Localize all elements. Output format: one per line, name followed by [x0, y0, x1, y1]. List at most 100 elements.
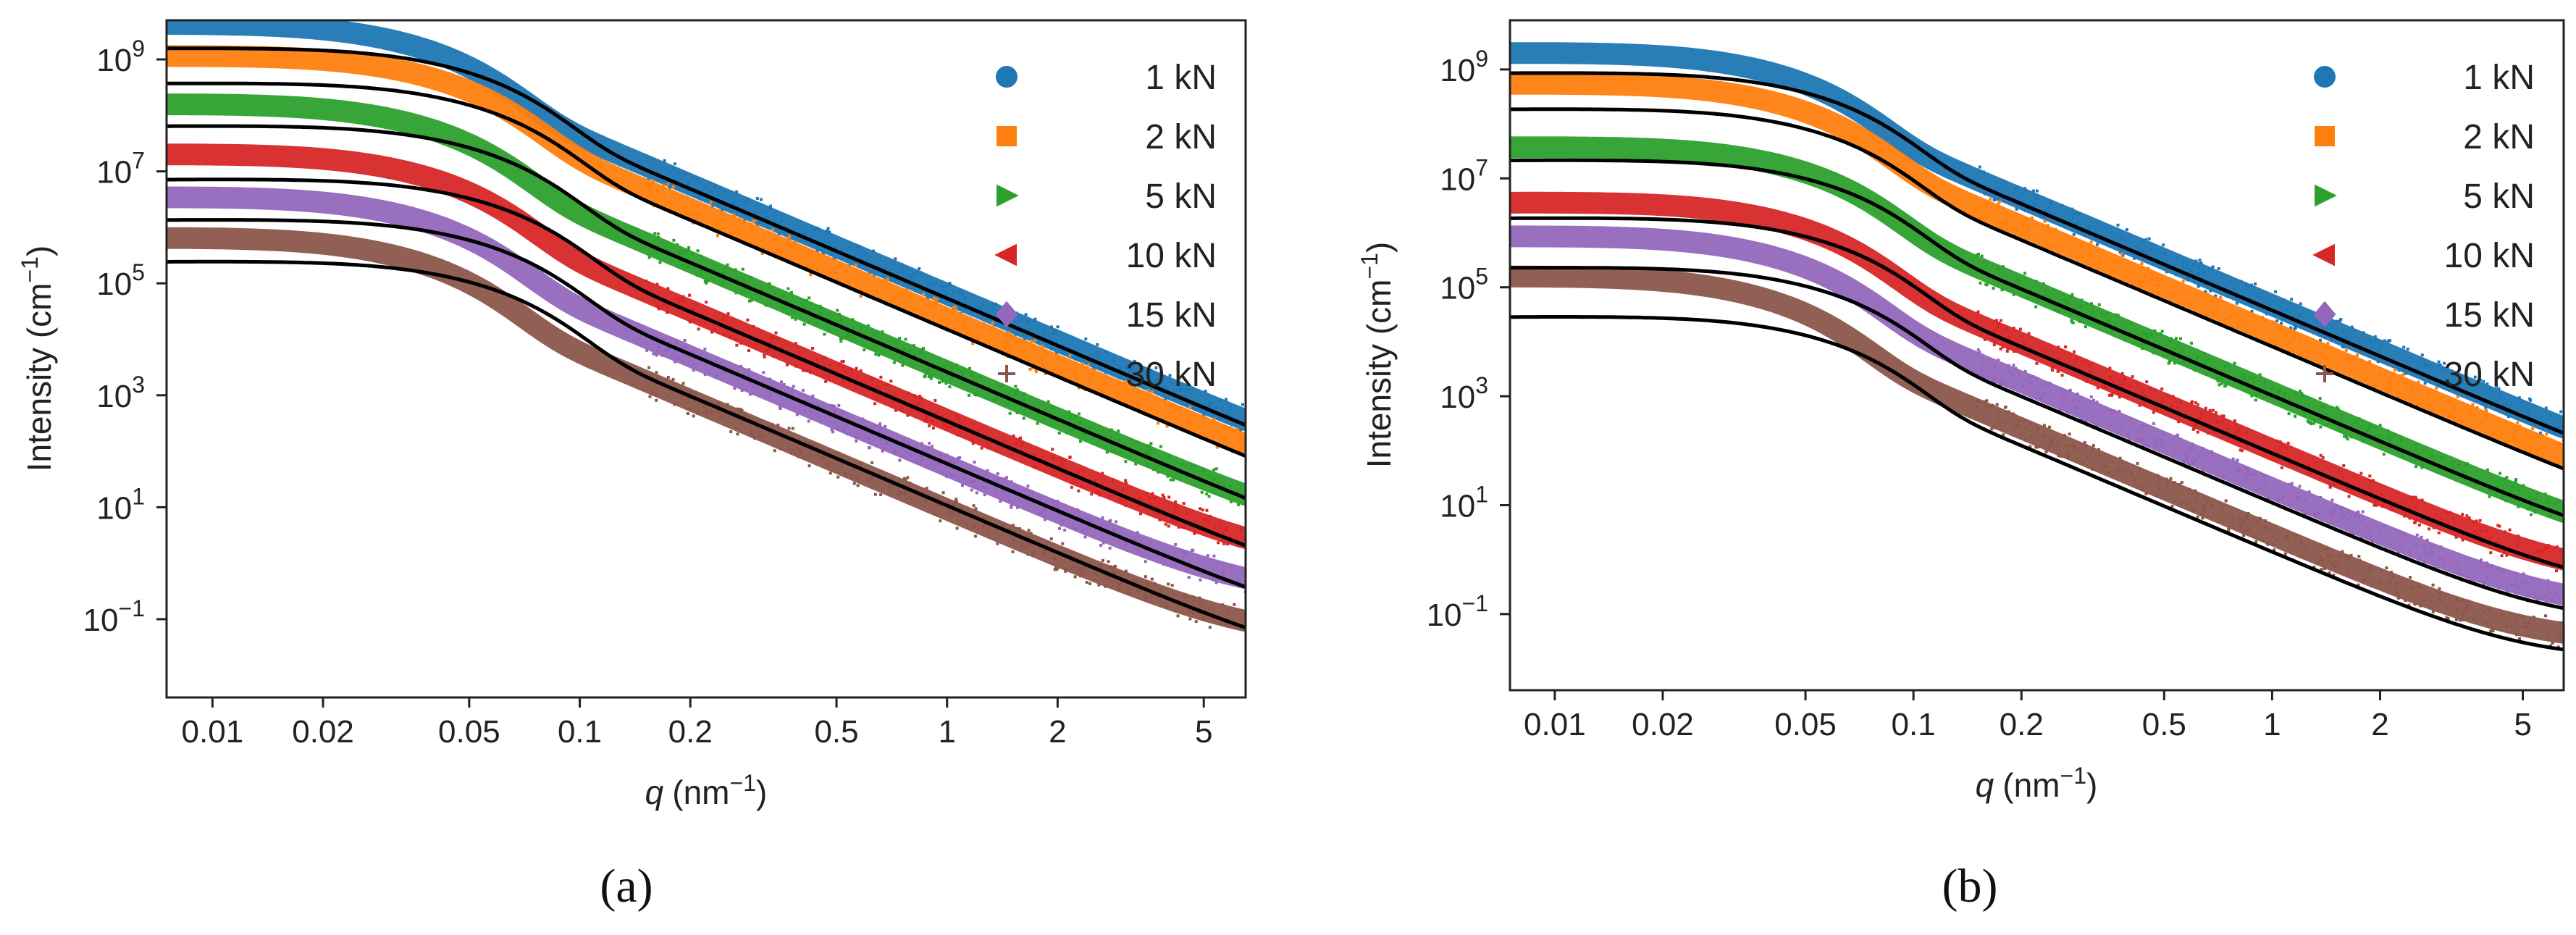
data-point [782, 383, 786, 386]
data-point [2530, 513, 2533, 516]
data-point [2402, 345, 2406, 349]
data-point [2432, 526, 2436, 529]
data-point [2355, 569, 2359, 572]
data-point [2328, 482, 2332, 486]
data-point [794, 240, 797, 244]
data-point [749, 432, 752, 435]
data-point [2189, 447, 2193, 450]
data-point [945, 426, 949, 429]
data-point [663, 303, 666, 306]
data-point [994, 397, 997, 401]
data-point [1104, 371, 1107, 374]
data-point [2189, 448, 2192, 452]
legend-label: 5 kN [1145, 177, 1217, 216]
data-point [2485, 621, 2488, 625]
data-point [2385, 566, 2388, 570]
data-point [1979, 201, 1983, 205]
data-point [2516, 421, 2520, 424]
data-point [2289, 326, 2293, 330]
data-point [2108, 366, 2112, 370]
data-point [1007, 343, 1010, 347]
data-point [2078, 319, 2081, 323]
data-point [897, 492, 900, 496]
data-point [2440, 367, 2443, 371]
data-point [2028, 375, 2031, 379]
data-point [940, 470, 944, 474]
data-point [2034, 305, 2038, 309]
data-point [997, 395, 1001, 399]
data-point [893, 278, 897, 282]
data-point [2525, 634, 2529, 637]
data-point [2286, 333, 2288, 336]
data-point [2005, 327, 2009, 330]
data-point [2135, 439, 2139, 443]
data-point [2035, 223, 2039, 227]
data-point [996, 542, 999, 545]
data-point [828, 363, 832, 366]
data-point [778, 251, 781, 254]
legend-marker [998, 365, 1015, 382]
data-point [1204, 518, 1208, 521]
data-point [2091, 467, 2094, 471]
data-point [2032, 202, 2036, 206]
data-point [925, 418, 928, 422]
data-point [2020, 234, 2023, 238]
data-point [1081, 517, 1085, 521]
data-point [2409, 395, 2412, 399]
data-point [1992, 378, 1995, 382]
data-point [1175, 471, 1179, 474]
data-point [2346, 554, 2349, 558]
data-point [784, 342, 788, 345]
x-label-exp-b: −1 [2060, 763, 2086, 789]
data-point [765, 348, 768, 352]
data-point [875, 290, 878, 293]
data-point [2088, 253, 2092, 256]
data-point [2101, 465, 2105, 469]
data-point [2342, 345, 2346, 349]
data-point [792, 407, 796, 410]
data-point [822, 241, 826, 245]
data-point [1097, 387, 1101, 390]
data-point [2431, 408, 2435, 411]
data-point [809, 371, 812, 374]
data-point [899, 356, 903, 359]
data-point [2177, 361, 2181, 365]
data-point [2151, 290, 2155, 294]
data-point [1016, 506, 1019, 509]
data-point [1085, 581, 1088, 584]
data-point [677, 355, 681, 359]
data-point [886, 383, 889, 387]
data-point [2135, 382, 2139, 385]
data-point [2210, 299, 2214, 303]
data-point [1200, 490, 1204, 494]
data-point [762, 235, 765, 238]
data-point [1133, 539, 1137, 542]
data-point [961, 484, 964, 487]
data-point [958, 290, 962, 293]
data-point [855, 440, 858, 443]
data-point [2294, 540, 2297, 543]
data-band-15kn [1510, 225, 2564, 606]
data-point [1188, 421, 1192, 424]
data-point [962, 318, 965, 322]
data-point [859, 462, 863, 466]
data-point [815, 227, 819, 230]
data-point [764, 303, 768, 307]
data-point [1157, 410, 1160, 414]
data-point [2047, 294, 2050, 298]
data-point [1135, 403, 1138, 406]
data-point [696, 411, 700, 415]
data-point [2050, 365, 2054, 369]
data-point [879, 427, 883, 430]
data-point [1030, 339, 1033, 343]
data-point [983, 493, 986, 497]
data-point [2156, 437, 2160, 441]
data-point [2466, 604, 2470, 608]
data-point [882, 447, 886, 450]
data-point [666, 376, 670, 380]
data-point [1177, 525, 1180, 529]
data-point [936, 314, 940, 317]
data-point [2036, 197, 2039, 201]
data-point [645, 348, 649, 352]
